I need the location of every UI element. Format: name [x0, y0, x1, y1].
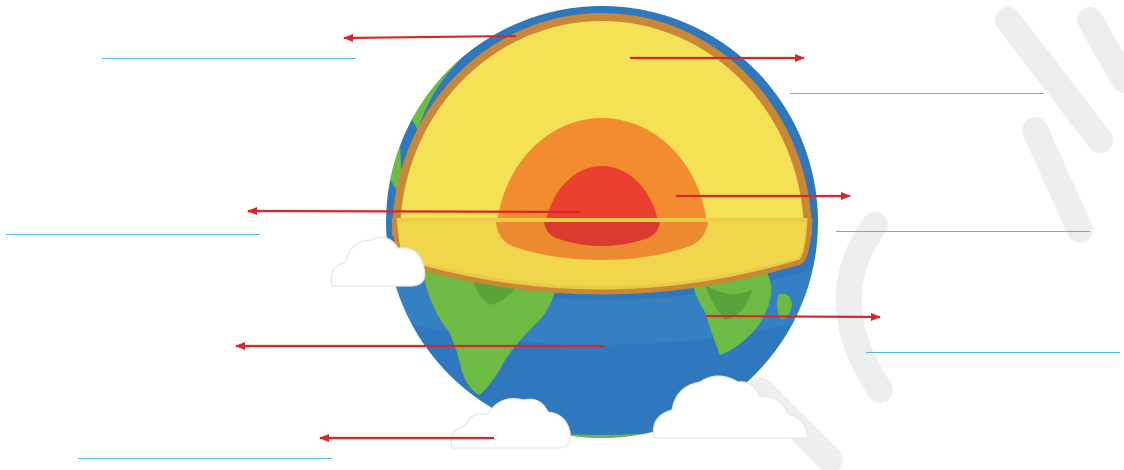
cloud-bottom-left — [450, 398, 571, 449]
clouds — [330, 236, 809, 449]
answer-line-inner-core[interactable] — [6, 234, 260, 235]
answer-line-atmosphere[interactable] — [78, 458, 332, 459]
arrow-inner-core — [247, 207, 581, 216]
answer-line-mantle[interactable] — [790, 93, 1044, 94]
cloud-left — [330, 236, 426, 287]
answer-line-ocean[interactable] — [866, 352, 1120, 353]
answer-line-outer-core[interactable] — [836, 231, 1090, 232]
cutaway — [392, 13, 812, 236]
answer-line-crust[interactable] — [102, 58, 356, 59]
earth-globe — [386, 6, 818, 438]
cloud-bottom-right — [652, 375, 809, 439]
south-america-shape — [420, 258, 556, 395]
pointer-arrows — [235, 33, 881, 442]
arrow-land — [705, 312, 881, 321]
arrow-crust — [343, 33, 517, 42]
